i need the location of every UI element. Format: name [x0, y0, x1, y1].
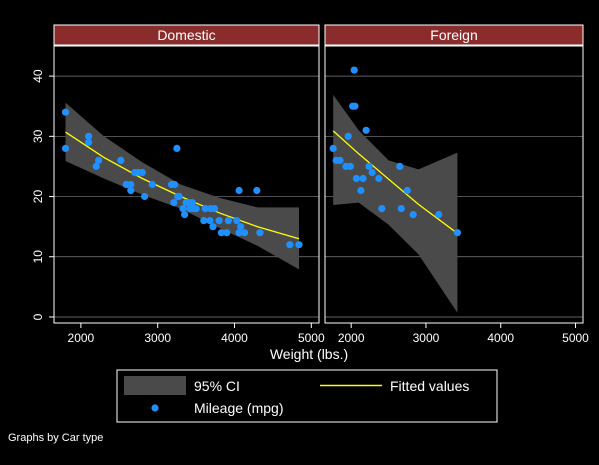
x-tick-label: 4000: [221, 331, 248, 345]
data-point: [209, 223, 217, 231]
data-point: [295, 241, 303, 249]
data-point: [175, 192, 183, 201]
data-point: [210, 205, 219, 213]
data-point: [352, 174, 360, 183]
data-point: [117, 156, 125, 164]
data-point: [237, 223, 245, 231]
panels-layer: Domestic 2000 3000 4000 5000 Foreign 2000 3000 4…: [53, 24, 589, 345]
data-point: [170, 199, 178, 207]
data-point: [329, 144, 337, 152]
data-point: [397, 205, 405, 213]
x-tick-label: 2000: [68, 331, 95, 345]
plot-frame: [324, 45, 584, 324]
legend-points-label: Mileage (mpg): [194, 400, 283, 416]
legend-ci-label: 95% CI: [194, 378, 240, 394]
x-tick-label: 3000: [144, 331, 171, 345]
x-tick-label: 5000: [562, 331, 589, 345]
data-point: [141, 192, 149, 201]
y-tick-label: 20: [31, 190, 45, 204]
data-point: [171, 180, 179, 189]
data-point: [235, 229, 243, 237]
data-point: [435, 211, 443, 219]
y-tick-label: 40: [31, 69, 45, 83]
data-point: [362, 126, 370, 134]
data-point: [206, 217, 214, 225]
x-tick-label: 3000: [413, 331, 440, 345]
data-point: [256, 229, 264, 237]
data-point: [127, 186, 135, 195]
data-point: [365, 162, 373, 170]
panel-header: [324, 24, 584, 46]
legend-ci-swatch: [124, 376, 186, 395]
data-point: [453, 229, 461, 237]
data-point: [61, 144, 70, 152]
x-tick-label: 2000: [338, 331, 365, 345]
data-point: [215, 217, 223, 225]
y-tick-label: 30: [31, 129, 45, 143]
data-point: [253, 186, 261, 195]
y-tick-label: 0: [31, 313, 45, 320]
data-point: [179, 205, 187, 213]
data-point: [127, 180, 135, 189]
data-point: [235, 186, 243, 195]
x-tick-label: 5000: [298, 331, 325, 345]
y-tick-label: 10: [31, 250, 45, 264]
data-point: [148, 180, 156, 189]
data-point: [396, 162, 404, 170]
data-point: [350, 66, 358, 74]
data-point: [173, 144, 181, 152]
data-point: [138, 168, 146, 177]
data-point: [217, 229, 225, 237]
data-point: [61, 108, 70, 116]
data-point: [344, 132, 352, 140]
x-axis-title: Weight (lbs.): [270, 346, 348, 362]
data-point: [403, 186, 411, 195]
data-point: [378, 205, 386, 213]
data-point: [192, 205, 200, 213]
fit-line: [332, 130, 458, 234]
graph-note: Graphs by Car type: [8, 432, 103, 444]
x-tick-label: 4000: [487, 331, 514, 345]
panel-foreign: Foreign 2000 3000 4000 5000: [324, 24, 589, 345]
panel-domestic: Domestic 2000 3000 4000 5000: [53, 24, 325, 345]
data-point: [181, 211, 189, 219]
data-point: [233, 217, 241, 225]
plot-frame: [53, 45, 320, 324]
data-point: [409, 211, 417, 219]
ci-band: [333, 94, 458, 313]
panel-header: [53, 24, 320, 46]
data-point: [375, 174, 383, 183]
data-point: [188, 199, 196, 207]
data-point: [240, 229, 249, 237]
data-point: [359, 174, 367, 183]
data-point: [223, 229, 231, 237]
data-point: [85, 132, 93, 140]
data-point: [286, 241, 294, 249]
data-point: [200, 217, 208, 225]
data-point: [368, 168, 376, 177]
data-point: [357, 186, 365, 195]
data-point: [346, 162, 354, 170]
data-point: [351, 102, 359, 110]
panel-title: Foreign: [430, 27, 477, 43]
data-point: [92, 162, 100, 170]
data-point: [201, 205, 209, 213]
panel-title: Domestic: [157, 27, 215, 43]
data-point: [85, 138, 93, 146]
legend-fit-label: Fitted values: [390, 378, 469, 394]
legend-points-swatch: [151, 404, 159, 412]
data-point: [336, 156, 344, 164]
legend: 95% CI Fitted values Mileage (mpg): [116, 369, 498, 423]
data-point: [224, 217, 232, 225]
y-axis: 0 10 20 30 40: [31, 69, 54, 320]
data-point: [95, 156, 103, 164]
